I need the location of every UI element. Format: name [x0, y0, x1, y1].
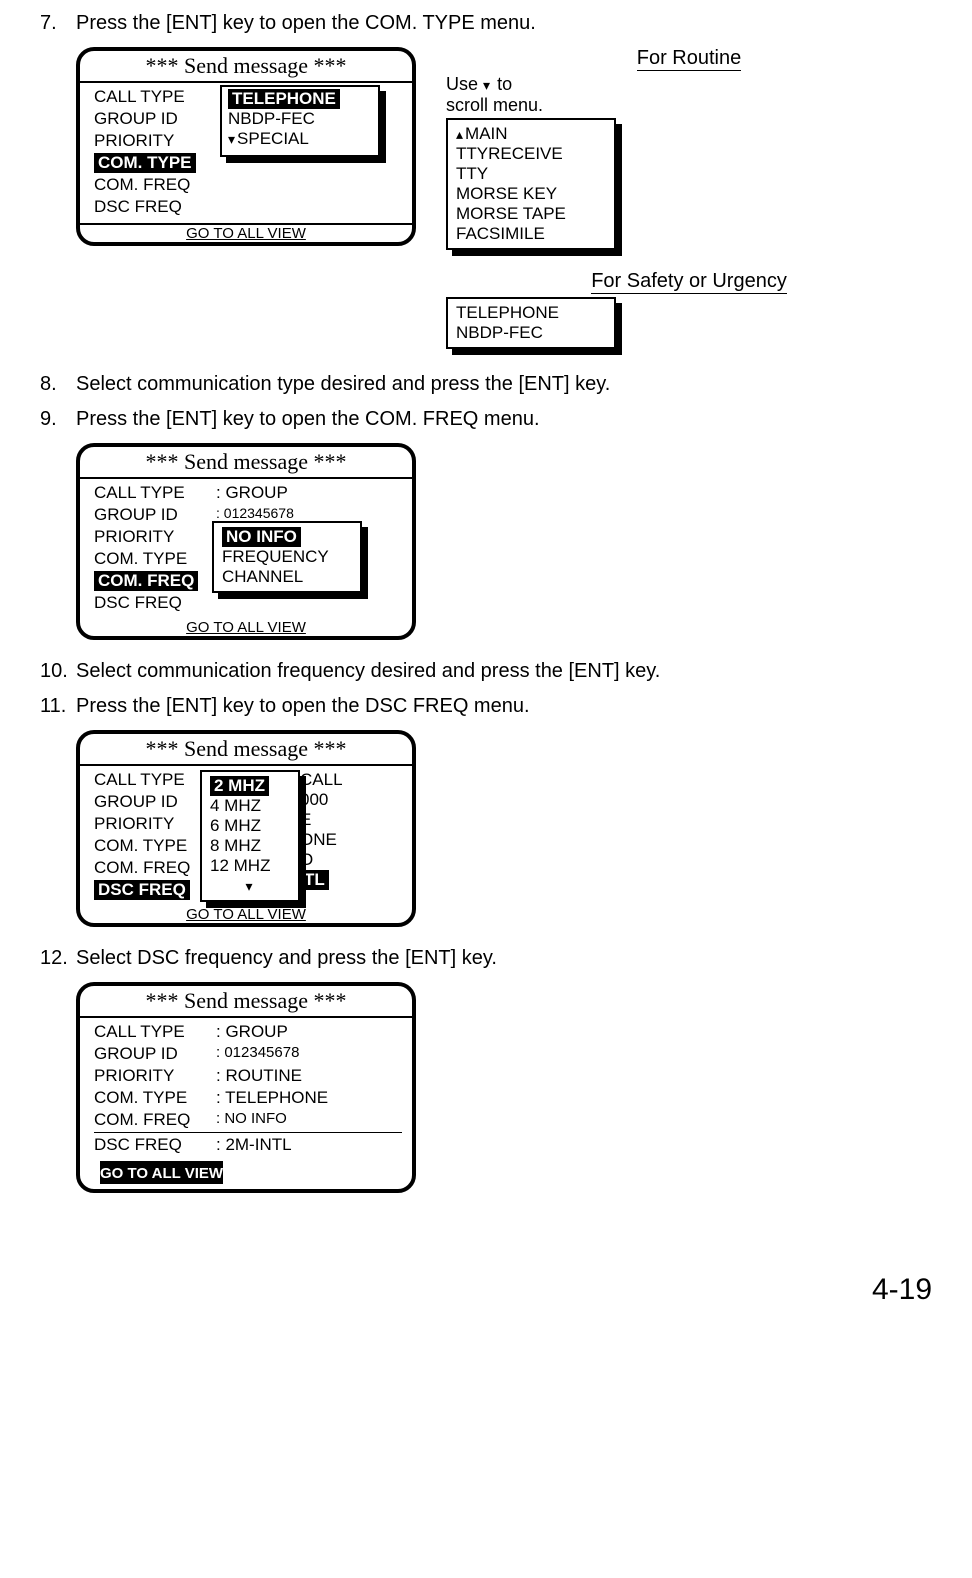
screen-title: *** Send message *** — [80, 447, 412, 479]
routine-item[interactable]: MORSE TAPE — [456, 204, 606, 224]
step-number: 7. — [40, 12, 76, 35]
step-number: 11. — [40, 695, 76, 718]
routine-popup: MAIN TTYRECEIVE TTY MORSE KEY MORSE TAPE… — [446, 118, 616, 250]
option-8mhz[interactable]: 8 MHZ — [210, 836, 290, 856]
option-nbdp-fec[interactable]: NBDP-FEC — [228, 109, 372, 129]
routine-item[interactable]: MORSE KEY — [456, 184, 606, 204]
scroll-down-icon — [245, 876, 254, 895]
field-value: : 2M-INTL — [216, 1135, 292, 1155]
option-12mhz[interactable]: 12 MHZ — [210, 856, 290, 876]
option-no-info[interactable]: NO INFO — [222, 527, 301, 547]
routine-item[interactable]: FACSIMILE — [456, 224, 606, 244]
routine-item[interactable]: TTYRECEIVE — [456, 144, 606, 164]
popup-com-freq-options: NO INFO FREQUENCY CHANNEL — [212, 521, 362, 593]
routine-heading: For Routine — [446, 47, 932, 70]
screen-com-type: *** Send message *** CALL TYPE GROUP ID … — [76, 47, 416, 246]
field-label: CALL TYPE — [94, 483, 208, 503]
option-channel[interactable]: CHANNEL — [222, 567, 352, 587]
field-value: : NO INFO — [216, 1110, 287, 1130]
field-value: : GROUP — [216, 483, 288, 503]
routine-item[interactable]: TTY — [456, 164, 606, 184]
field-label: COM. TYPE — [94, 1088, 208, 1108]
go-to-all-view[interactable]: GO TO ALL VIEW — [80, 223, 412, 242]
popup-com-type-options: TELEPHONE NBDP-FEC SPECIAL — [220, 85, 380, 157]
step-text: Press the [ENT] key to open the COM. TYP… — [76, 12, 932, 35]
step-number: 10. — [40, 660, 76, 683]
field-label: PRIORITY — [94, 1066, 208, 1086]
field-com-freq: COM. FREQ — [94, 175, 402, 195]
field-label: GROUP ID — [94, 505, 208, 525]
screen-title: *** Send message *** — [80, 734, 412, 766]
option-2mhz[interactable]: 2 MHZ — [210, 776, 269, 796]
go-to-all-view-selected[interactable]: GO TO ALL VIEW — [100, 1161, 223, 1184]
step-text: Select communication frequency desired a… — [76, 660, 932, 683]
field-dsc-freq: DSC FREQ — [94, 593, 402, 613]
go-to-all-view[interactable]: GO TO ALL VIEW — [80, 619, 412, 636]
field-value: : ROUTINE — [216, 1066, 302, 1086]
page-number: 4-19 — [40, 1273, 932, 1307]
screen-summary: *** Send message *** CALL TYPE : GROUP GR… — [76, 982, 416, 1193]
partial-right-column: CALL 000 E ONE O TL — [300, 770, 343, 890]
go-to-all-view[interactable]: GO TO ALL VIEW — [80, 906, 412, 923]
screen-title: *** Send message *** — [80, 51, 412, 83]
option-frequency[interactable]: FREQUENCY — [222, 547, 352, 567]
safety-heading: For Safety or Urgency — [446, 270, 932, 293]
field-com-type-selected[interactable]: COM. TYPE — [94, 153, 196, 173]
option-4mhz[interactable]: 4 MHZ — [210, 796, 290, 816]
field-label: CALL TYPE — [94, 1022, 208, 1042]
step-text: Press the [ENT] key to open the COM. FRE… — [76, 408, 932, 431]
screen-com-freq: *** Send message *** CALL TYPE : GROUP GR… — [76, 443, 416, 640]
screen-title: *** Send message *** — [80, 986, 412, 1018]
field-com-freq-selected[interactable]: COM. FREQ — [94, 571, 198, 591]
triangle-up-icon — [456, 124, 465, 143]
step-text: Select DSC frequency and press the [ENT]… — [76, 947, 932, 970]
step-number: 9. — [40, 408, 76, 431]
field-value: : 012345678 — [216, 1044, 299, 1064]
safety-item[interactable]: TELEPHONE — [456, 303, 606, 323]
safety-item[interactable]: NBDP-FEC — [456, 323, 606, 343]
safety-popup: TELEPHONE NBDP-FEC — [446, 297, 616, 349]
step-text: Press the [ENT] key to open the DSC FREQ… — [76, 695, 932, 718]
field-label: COM. FREQ — [94, 1110, 208, 1130]
option-6mhz[interactable]: 6 MHZ — [210, 816, 290, 836]
field-label: GROUP ID — [94, 1044, 208, 1064]
triangle-down-icon — [483, 74, 492, 94]
step-text: Select communication type desired and pr… — [76, 373, 932, 396]
field-value: : TELEPHONE — [216, 1088, 328, 1108]
step-number: 12. — [40, 947, 76, 970]
field-label: DSC FREQ — [94, 1135, 208, 1155]
screen-dsc-freq: *** Send message *** CALL TYPE GROUP ID … — [76, 730, 416, 927]
scroll-note: Use to scroll menu. — [446, 74, 932, 116]
field-dsc-freq-selected[interactable]: DSC FREQ — [94, 880, 190, 900]
routine-item[interactable]: MAIN — [465, 124, 508, 143]
step-number: 8. — [40, 373, 76, 396]
option-special[interactable]: SPECIAL — [237, 129, 309, 148]
scroll-down-icon — [228, 129, 237, 148]
option-telephone[interactable]: TELEPHONE — [228, 89, 340, 109]
field-value: : GROUP — [216, 1022, 288, 1042]
popup-dsc-freq-options: 2 MHZ 4 MHZ 6 MHZ 8 MHZ 12 MHZ — [200, 770, 300, 902]
field-dsc-freq: DSC FREQ — [94, 197, 402, 217]
